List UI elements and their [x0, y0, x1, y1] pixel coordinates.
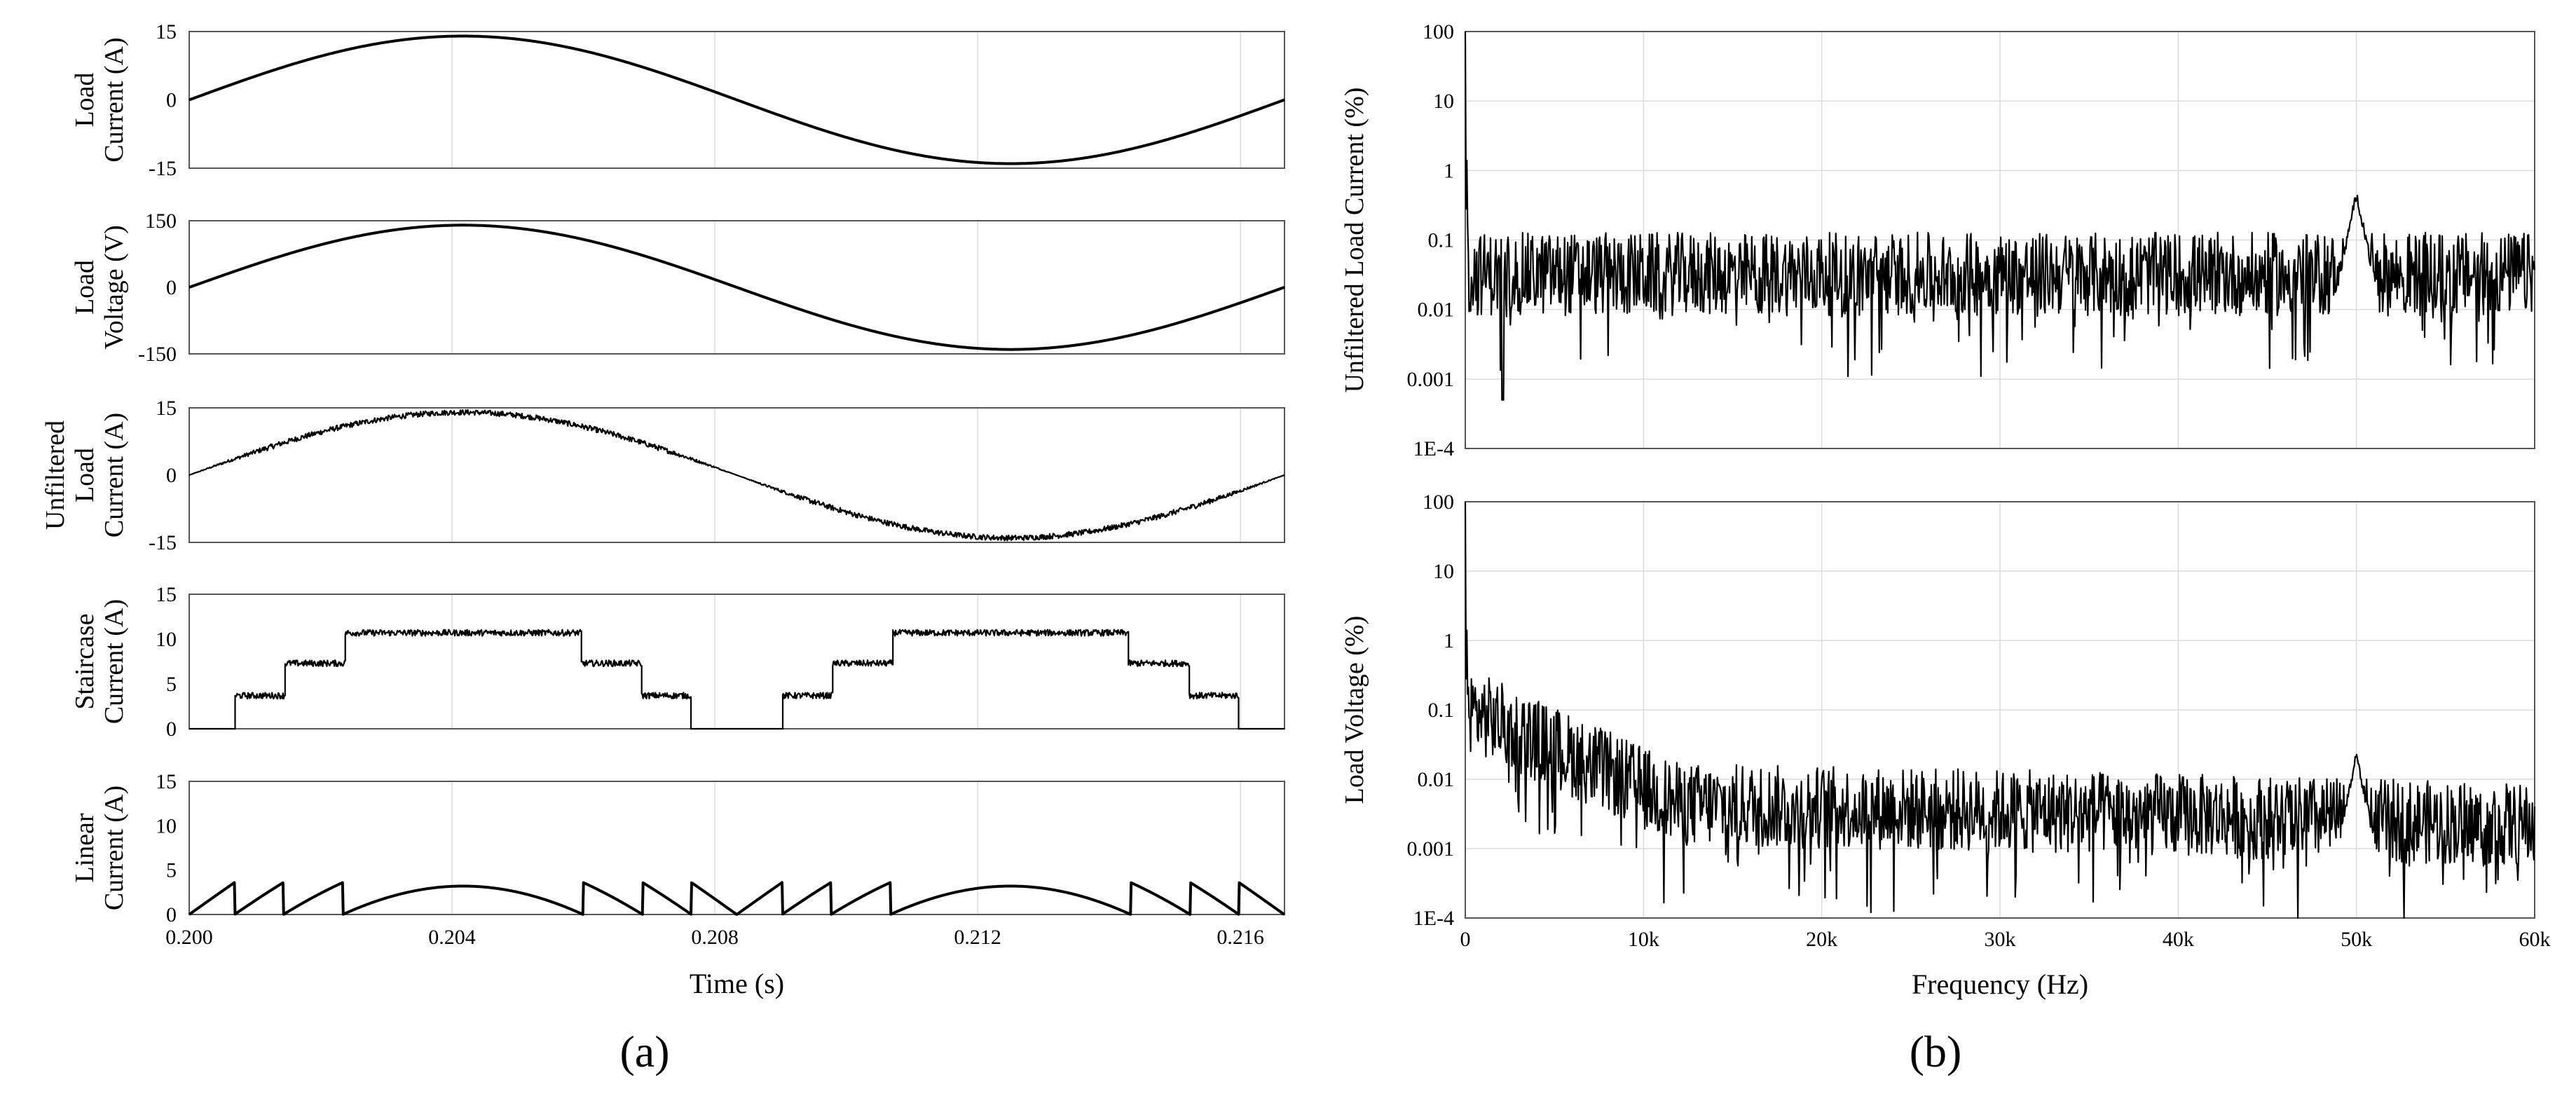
time-subplot-4: 15 10 5 0 LinearCurrent (A) [70, 770, 1285, 926]
y-axis-label: LoadCurrent (A) [70, 37, 129, 162]
y-tick-label: 0 [166, 903, 177, 926]
x-tick-label: 60k [2519, 928, 2551, 951]
x-tick-label: 30k [1985, 928, 2016, 951]
x-tick-label: 0.208 [691, 926, 739, 949]
y-tick-label: 10 [156, 814, 177, 837]
y-tick-label: 0 [166, 718, 177, 741]
y-tick-label: 15 [156, 397, 177, 420]
y-tick-label: -15 [149, 157, 177, 180]
plot-frame [189, 781, 1285, 915]
x-tick-label: 0 [1460, 928, 1471, 951]
waveform-trace [189, 409, 1285, 542]
plot-frame [1465, 501, 2535, 919]
y-axis-label-line: Current (A) [100, 786, 129, 910]
y-axis-label-line: Load [70, 72, 100, 127]
y-tick-label: 5 [166, 673, 177, 696]
y-axis-label-line: Unfiltered [41, 420, 70, 530]
waveform-trace [189, 629, 1285, 730]
time-subplot-2: 15 0 -15 UnfilteredLoadCurrent (A) [41, 397, 1285, 554]
y-axis-label: LinearCurrent (A) [70, 786, 129, 910]
y-tick-label: 10 [156, 628, 177, 651]
panel-label-a: (a) [619, 1027, 669, 1076]
y-tick-label: 15 [156, 770, 177, 793]
y-axis-label-line: Voltage (V) [100, 225, 129, 350]
y-tick-label: 0.1 [1428, 229, 1455, 252]
x-tick-label: 50k [2341, 928, 2372, 951]
spectrum-trace [1464, 501, 2536, 919]
y-tick-label: 0 [166, 464, 177, 487]
y-axis-label: StaircaseCurrent (A) [70, 599, 129, 724]
y-tick-label: 100 [1423, 20, 1454, 43]
plot-frame [1465, 31, 2535, 449]
y-tick-label: 0.001 [1407, 837, 1455, 861]
y-tick-label: 0.001 [1407, 368, 1455, 391]
y-axis-label-line: Load [70, 448, 100, 502]
waveform-trace [189, 224, 1285, 351]
spectrum-subplot-0: 100 10 1 0.1 0.01 0.001 1E-4 Unfiltered Load Cu… [1340, 20, 2536, 460]
y-axis-label-line: Load [70, 260, 100, 315]
y-tick-label: 0.1 [1428, 699, 1455, 722]
y-tick-label: 150 [145, 210, 177, 233]
x-tick-label: 40k [2163, 928, 2194, 951]
x-tick-label: 0.212 [954, 926, 1001, 949]
y-tick-label: -150 [138, 343, 177, 366]
y-tick-label: 1 [1444, 629, 1454, 652]
y-tick-label: 0 [166, 276, 177, 299]
plot-frame [189, 594, 1285, 729]
x-tick-label: 10k [1628, 928, 1659, 951]
y-axis-label-line: Linear [70, 813, 100, 883]
y-tick-label: 0.01 [1418, 299, 1455, 322]
y-axis-label-line: Current (A) [100, 37, 129, 162]
y-tick-label: 1E-4 [1413, 437, 1454, 460]
y-axis-label-line: Current (A) [100, 599, 129, 724]
y-tick-label: 15 [156, 20, 177, 43]
spectrum-subplot-1: 100 10 1 0.1 0.01 0.001 1E-4 Load Voltage (%) [1340, 491, 2536, 930]
waveform-trace [189, 34, 1285, 165]
y-axis-label: Load Voltage (%) [1340, 616, 1369, 804]
waveform-trace [188, 881, 1285, 916]
y-tick-label: 0 [166, 89, 177, 112]
y-tick-label: 1 [1444, 159, 1454, 182]
y-axis-label: LoadVoltage (V) [70, 225, 129, 350]
time-subplot-0: 15 0 -15 LoadCurrent (A) [70, 20, 1285, 180]
y-tick-label: 1E-4 [1413, 907, 1454, 930]
spectrum-trace [1464, 31, 2536, 401]
y-tick-label: 100 [1423, 491, 1454, 514]
x-tick-label: 20k [1806, 928, 1837, 951]
x-axis-label: Time (s) [690, 968, 784, 999]
x-tick-label: 0.216 [1217, 926, 1264, 949]
y-tick-label: 5 [166, 859, 177, 882]
time-subplot-3: 15 10 5 0 StaircaseCurrent (A) [70, 583, 1285, 741]
y-tick-label: 10 [1433, 560, 1454, 583]
y-tick-label: 0.01 [1418, 768, 1455, 791]
x-tick-label: 0.200 [165, 926, 213, 949]
x-axis-label: Frequency (Hz) [1912, 968, 2088, 1000]
y-tick-label: 15 [156, 583, 177, 606]
y-axis-label-line: Staircase [70, 613, 100, 709]
y-axis-label: UnfilteredLoadCurrent (A) [41, 413, 129, 537]
time-subplot-1: 150 0 -150 LoadVoltage (V) [70, 210, 1285, 366]
panel-label-b: (b) [1910, 1027, 1962, 1076]
y-tick-label: -15 [149, 531, 177, 554]
y-tick-label: 10 [1433, 90, 1454, 113]
x-tick-label: 0.204 [428, 926, 476, 949]
y-axis-label: Unfiltered Load Current (%) [1340, 88, 1369, 393]
y-axis-label-line: Current (A) [100, 413, 129, 537]
